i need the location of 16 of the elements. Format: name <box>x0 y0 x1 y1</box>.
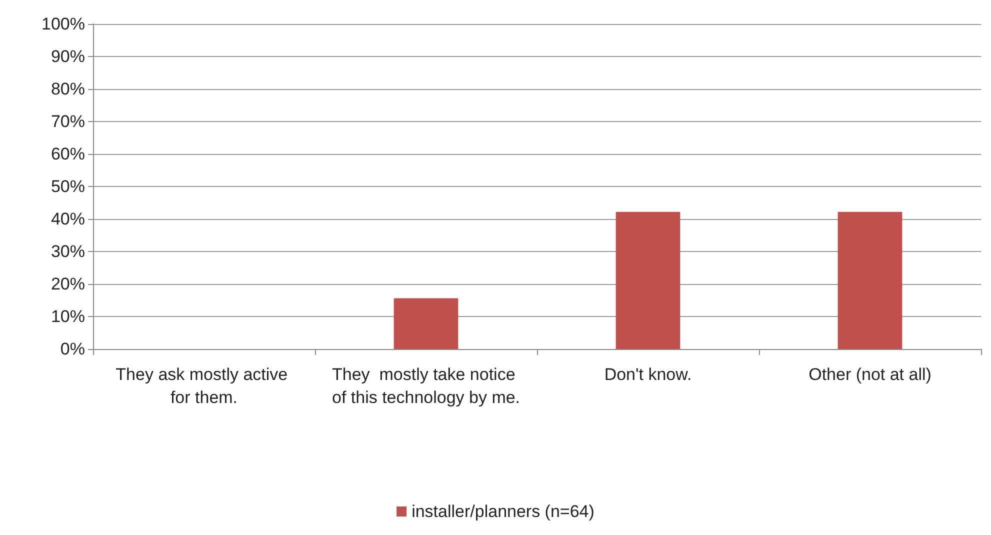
y-tick-label: 10% <box>50 307 85 326</box>
y-tick-label: 40% <box>50 210 85 228</box>
y-tick-label: 50% <box>50 177 85 196</box>
y-tick-label: 60% <box>50 144 85 164</box>
y-tick-label: 70% <box>50 112 85 131</box>
x-tick-label: Don't know. <box>604 365 692 384</box>
y-tick-label: 90% <box>50 47 85 66</box>
y-tick-label: 30% <box>50 242 85 261</box>
x-tick-label: Other (not at all) <box>808 365 932 384</box>
y-tick-label: 80% <box>50 80 85 98</box>
y-tick-label: 100% <box>42 14 85 34</box>
y-tick-label: 0% <box>60 340 85 358</box>
y-tick-label: 20% <box>50 274 85 294</box>
x-tick-label: They mostly take notice of this technology by me. <box>332 365 520 407</box>
x-tick-label: They ask mostly active for them. <box>116 365 292 407</box>
legend-label: installer/planners (n=64) <box>412 502 594 521</box>
